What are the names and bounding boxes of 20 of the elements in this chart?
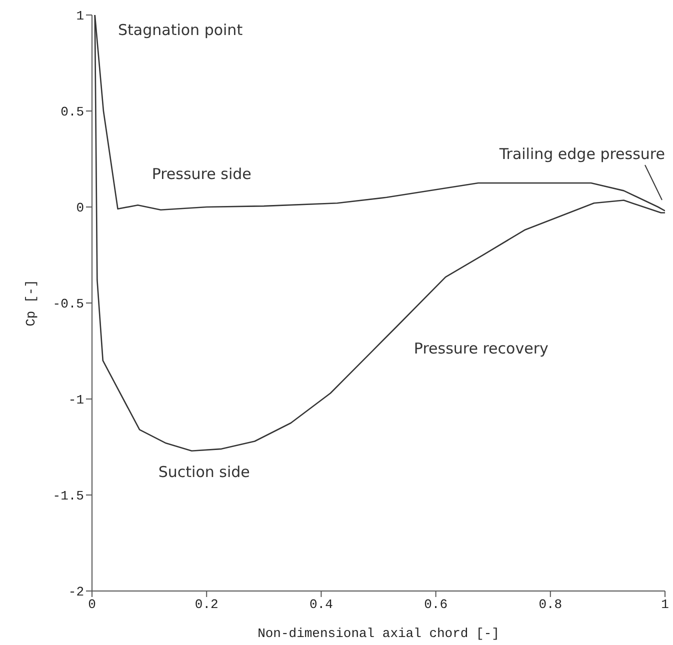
annotation: Stagnation point xyxy=(118,21,243,40)
y-tick-label: -2 xyxy=(68,584,84,600)
y-tick-label: -1.5 xyxy=(52,488,84,504)
y-tick-label: -1 xyxy=(68,392,84,408)
annotation: Pressure recovery xyxy=(414,340,548,358)
annotation: Suction side xyxy=(158,462,250,481)
x-tick-label: 0.8 xyxy=(538,597,562,612)
y-tick-label: 1 xyxy=(76,8,84,24)
y-axis-title: Cp [-] xyxy=(24,280,39,326)
x-tick-label: 1 xyxy=(661,597,670,612)
x-axis-title: Non-dimensional axial chord [-] xyxy=(258,626,500,641)
x-tick-label: 0.4 xyxy=(309,597,334,612)
annotation: Pressure side xyxy=(152,165,252,184)
y-tick-label: -0.5 xyxy=(52,296,84,312)
y-tick-label: 0.5 xyxy=(60,104,84,120)
y-tick-label: 0 xyxy=(76,200,84,216)
annotation: Trailing edge pressure xyxy=(498,145,665,164)
x-tick-label: 0.6 xyxy=(424,597,448,612)
x-tick-label: 0 xyxy=(88,597,96,612)
x-tick-label: 0.2 xyxy=(194,597,218,612)
